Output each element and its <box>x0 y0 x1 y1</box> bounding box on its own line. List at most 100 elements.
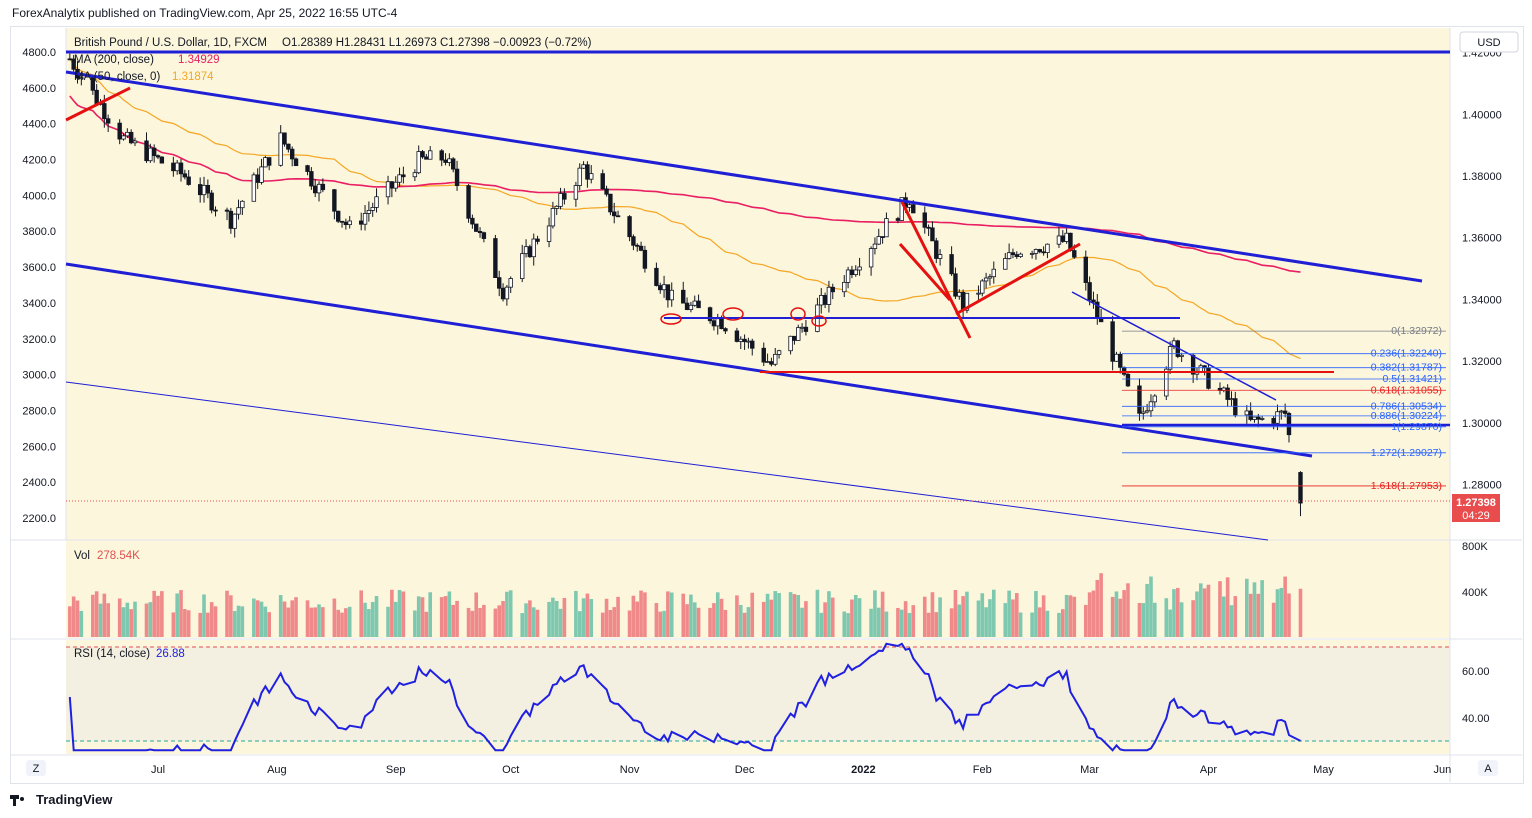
candle-body <box>742 338 747 343</box>
volume-bar <box>612 607 617 637</box>
candle-body <box>638 245 644 251</box>
volume-bar <box>209 602 214 637</box>
volume-bar <box>1041 595 1046 637</box>
candle-body <box>535 238 540 242</box>
candle-body <box>899 197 904 221</box>
candle-body <box>895 218 901 221</box>
time-axis-tick: Feb <box>973 764 992 776</box>
legend-ma200-value: 1.34929 <box>178 54 220 66</box>
candle-body <box>934 240 939 259</box>
candle-body <box>589 173 594 180</box>
volume-bar <box>980 593 985 637</box>
volume-bar <box>267 612 271 637</box>
candle-body <box>849 269 855 275</box>
candle-body <box>734 330 740 342</box>
volume-bar <box>236 605 241 637</box>
volume-bar <box>761 601 766 637</box>
candle-body <box>259 166 264 183</box>
volume-bar <box>313 607 317 637</box>
candle-body <box>1041 251 1046 254</box>
candle-body <box>148 147 153 162</box>
volume-bar <box>635 601 640 637</box>
volume-bar <box>332 598 337 637</box>
candle-body <box>102 103 107 120</box>
volume-bar <box>363 602 367 637</box>
candle-body <box>976 292 981 295</box>
volume-bar <box>1172 589 1176 637</box>
volume-bar <box>884 611 889 637</box>
tradingview-brand[interactable]: TradingView <box>10 792 112 807</box>
volume-bar <box>1168 609 1172 637</box>
currency-button[interactable] <box>1459 31 1519 53</box>
volume-bar <box>819 612 824 637</box>
volume-bar <box>1126 583 1130 637</box>
volume-bar <box>535 609 540 637</box>
volume-bar <box>148 602 153 637</box>
volume-bar <box>1030 612 1034 637</box>
candle-body <box>937 254 943 259</box>
candle-body <box>335 210 341 222</box>
candle-body <box>1141 411 1146 414</box>
volume-bar <box>1164 598 1169 637</box>
volume-bar <box>524 603 528 637</box>
brand-name: TradingView <box>36 792 113 807</box>
candle-body <box>497 277 502 289</box>
candle-body <box>581 164 586 169</box>
candle-body <box>117 122 122 140</box>
candle-body <box>803 326 809 332</box>
volume-bar <box>497 605 502 637</box>
volume-bar <box>1202 588 1207 637</box>
volume-bar <box>1091 590 1096 637</box>
candle-body <box>960 291 966 311</box>
volume-bar <box>880 591 885 637</box>
candle-body <box>773 353 778 365</box>
candle-body <box>723 328 728 332</box>
candle-body <box>654 267 659 286</box>
volume-bar <box>1037 607 1042 637</box>
auto-scale-button[interactable] <box>1478 760 1498 776</box>
volume-bar <box>1122 590 1126 637</box>
volume-bar <box>1099 573 1103 637</box>
volume-bar <box>681 593 686 637</box>
candle-body <box>1256 416 1261 420</box>
fib-level-label: 0(1.32972) <box>1391 325 1442 337</box>
volume-bar <box>451 604 456 637</box>
volume-bar <box>347 606 352 637</box>
volume-bar <box>869 608 873 637</box>
currency-button-label: USD <box>1477 37 1500 49</box>
legend-vol-label: Vol <box>74 550 90 562</box>
volume-bar <box>804 601 808 637</box>
volume-axis-tick: 400K <box>1462 587 1488 599</box>
volume-bar <box>443 596 448 637</box>
volume-bar <box>125 602 130 637</box>
candle-body <box>1179 354 1184 357</box>
volume-bar <box>98 603 103 637</box>
volume-bar <box>600 612 605 637</box>
candle-body <box>1229 398 1234 401</box>
candle-body <box>550 208 556 227</box>
drawings[interactable] <box>65 50 1450 541</box>
candle-body <box>792 335 797 341</box>
volume-bar <box>708 607 712 637</box>
candle-body <box>1125 373 1131 387</box>
candle-body <box>105 118 111 124</box>
volume-bar <box>493 608 498 637</box>
volume-bar <box>1287 593 1291 637</box>
fib-retracement[interactable]: 0(1.32972)0.236(1.32240)0.382(1.31787)0.… <box>1122 325 1446 492</box>
candle-body <box>711 320 717 327</box>
right-axis-tick: 1.36000 <box>1462 233 1502 245</box>
volume-bar <box>654 603 659 637</box>
volume-bar <box>1060 609 1065 637</box>
zoom-button[interactable] <box>26 760 46 776</box>
volume-bar <box>643 592 647 637</box>
candle-body <box>761 347 766 363</box>
candle-body <box>286 143 291 150</box>
volume-bar <box>71 596 76 637</box>
candle-body <box>1298 472 1303 504</box>
candle-body <box>67 58 73 61</box>
fib-level-label: 0.5(1.31421) <box>1382 373 1442 385</box>
volume-bar <box>715 592 720 637</box>
marked-low-circle <box>790 307 806 321</box>
candle-body <box>964 292 970 311</box>
